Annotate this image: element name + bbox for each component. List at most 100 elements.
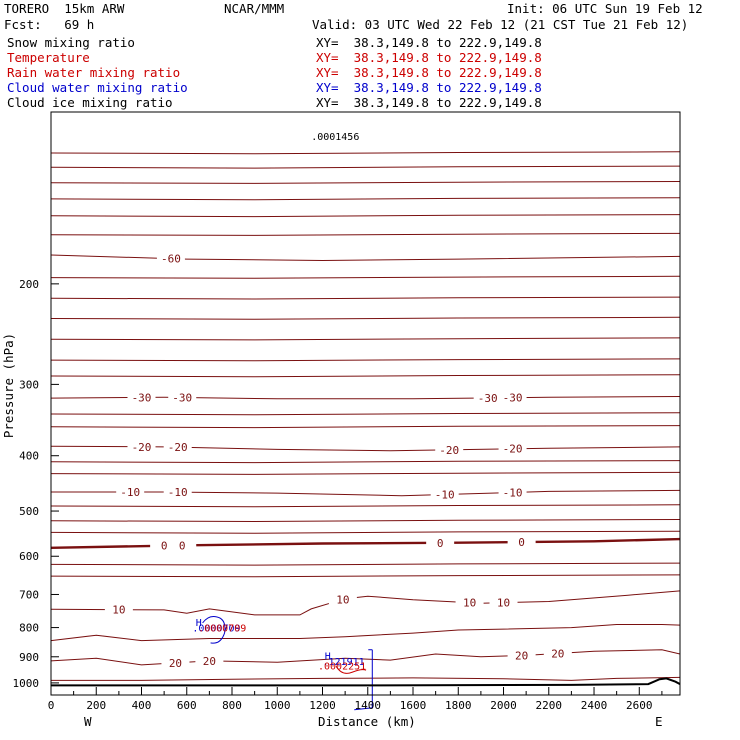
isotherm-label--20: -20: [132, 441, 152, 454]
isotherm-label-0: 0: [437, 537, 444, 550]
isotherm-unlabeled-8: [51, 676, 681, 681]
isotherm-label-20: 20: [515, 650, 528, 663]
terrain-line: [51, 677, 681, 687]
rain-mid-value: .0002251: [318, 662, 366, 673]
x-tick-label: 600: [177, 699, 197, 712]
isotherm-line-19: [50, 562, 681, 566]
y-tick-label: 400: [19, 450, 39, 463]
isotherm-label-10: 10: [336, 593, 349, 606]
isotherm-line-14: [50, 460, 681, 464]
rain-contour-mid: [335, 665, 367, 674]
isotherm-label-bg: [168, 391, 197, 403]
isotherm-line-9: [50, 337, 681, 341]
isotherm-label--30: -30: [132, 391, 152, 404]
x-tick-label: 1000: [264, 699, 291, 712]
y-tick-label: 300: [19, 378, 39, 391]
x-tick-label: 200: [86, 699, 106, 712]
isotherm-label--30: -30: [478, 392, 498, 405]
isotherm-label-bg: [435, 443, 464, 455]
isotherm-label-bg: [455, 596, 484, 608]
xy-temperature: XY= 38.3,149.8 to 222.9,149.8: [316, 50, 542, 65]
isotherm-label-bg: [127, 440, 156, 452]
isotherm-label-bg: [168, 539, 197, 551]
legend-cloud-water: Cloud water mixing ratio: [7, 80, 188, 95]
isotherm-label-bg: [498, 486, 527, 498]
mixing-ratio-contours: .0001456H.0000709.0000709H.121911.000225…: [192, 132, 373, 711]
isotherm-line-12: [50, 412, 681, 416]
x-tick-label: 2400: [581, 699, 608, 712]
isotherm-label-bg: [328, 593, 357, 605]
isotherm-label-10: 10: [463, 597, 476, 610]
valid-time: Valid: 03 UTC Wed 22 Feb 12 (21 CST Tue …: [312, 17, 689, 32]
isotherm-label--30: -30: [503, 392, 523, 405]
isotherm-label--10: -10: [503, 487, 523, 500]
x-axis-title: Distance (km): [318, 714, 416, 729]
legend-temperature: Temperature: [7, 50, 90, 65]
x-tick-label: 2000: [490, 699, 517, 712]
xy-cloud-ice: XY= 38.3,149.8 to 222.9,149.8: [316, 95, 542, 110]
isotherm-line-17: [50, 519, 681, 523]
legend-rain: Rain water mixing ratio: [7, 65, 181, 80]
isotherm-line-13: [50, 425, 681, 429]
isotherm-line-10: [50, 358, 681, 362]
x-tick-label: 2600: [626, 699, 653, 712]
isotherm-label-bg: [543, 647, 572, 659]
isotherm-label-bg: [195, 654, 224, 666]
y-tick-label: 1000: [13, 677, 40, 690]
isotherm-line-3: [50, 197, 681, 201]
y-tick-label: 700: [19, 588, 39, 601]
cloud-water-mid-value: .121911: [323, 657, 365, 668]
isotherm-line-16: [50, 504, 681, 508]
y-tick-label: 200: [19, 278, 39, 291]
isotherm-label-bg: [430, 488, 459, 500]
isotherm-label-bg: [489, 596, 518, 608]
isotherm-label-10: 10: [112, 604, 125, 617]
isotherm-label--20: -20: [503, 443, 523, 456]
isotherm-unlabeled-7: [50, 624, 681, 642]
isotherm-line-4: [50, 214, 681, 218]
cloud-water-mid-high: H: [325, 652, 331, 663]
forecast-hour: Fcst: 69 h: [4, 17, 95, 32]
isotherm-label-bg: [127, 391, 156, 403]
xy-cloud-water: XY= 38.3,149.8 to 222.9,149.8: [316, 80, 542, 95]
isotherm-label--20: -20: [439, 444, 459, 457]
xy-rain: XY= 38.3,149.8 to 222.9,149.8: [316, 65, 542, 80]
x-axis-ticks: 0 200 400 600 800 1000 1200 1400 1600 1800 2000 220…: [48, 687, 663, 712]
isotherm-line-7: [50, 296, 681, 300]
x-tick-label: 1600: [400, 699, 427, 712]
isotherm--10: [51, 489, 681, 497]
isotherm-label-bg: [150, 539, 179, 551]
cloud-water-contour-mid: [354, 649, 373, 711]
y-axis-title: Pressure (hPa): [1, 332, 17, 439]
cloud-water-left-value: .0000709: [192, 623, 240, 634]
isotherm-line-5: [50, 232, 681, 236]
west-label: W: [84, 714, 92, 729]
isotherm-label-0: 0: [179, 539, 186, 552]
isotherm-label--20: -20: [168, 441, 188, 454]
isotherm-label-bg: [498, 442, 527, 454]
isotherm-label-bg: [116, 485, 145, 497]
x-tick-label: 1800: [445, 699, 472, 712]
isotherm-label--10: -10: [168, 486, 188, 499]
model-name: TORERO 15km ARW: [4, 1, 125, 16]
isotherm-label-bg: [163, 486, 192, 498]
contour-labels: -60 -30 -30 -30 -30 -20 -20 -20 -20 -10 -10 -10 -10 0…: [104, 253, 572, 670]
xy-snow: XY= 38.3,149.8 to 222.9,149.8: [316, 35, 542, 50]
isotherm-line-15: [50, 471, 681, 475]
isotherm-line-1: [50, 165, 681, 169]
isotherm-line-0: [50, 151, 681, 155]
y-axis-ticks: 200 300 400 500 600 700 800 900 1000: [13, 278, 59, 690]
isotherm-label-bg: [161, 656, 190, 668]
x-tick-label: 1200: [309, 699, 336, 712]
isotherm-line-6: [50, 275, 681, 279]
isotherm-label--10: -10: [120, 486, 140, 499]
isotherm-0: [50, 537, 681, 549]
isotherm-line-2: [50, 181, 681, 184]
isotherm-10: [50, 590, 681, 616]
isotherm-label--10: -10: [435, 488, 455, 501]
top-value-label: .0001456: [311, 132, 359, 143]
legend-cloud-ice: Cloud ice mixing ratio: [7, 95, 173, 110]
isotherm-label-bg: [498, 391, 527, 403]
isotherm-line-20: [50, 574, 681, 578]
isotherm-label--60: -60: [161, 253, 181, 266]
